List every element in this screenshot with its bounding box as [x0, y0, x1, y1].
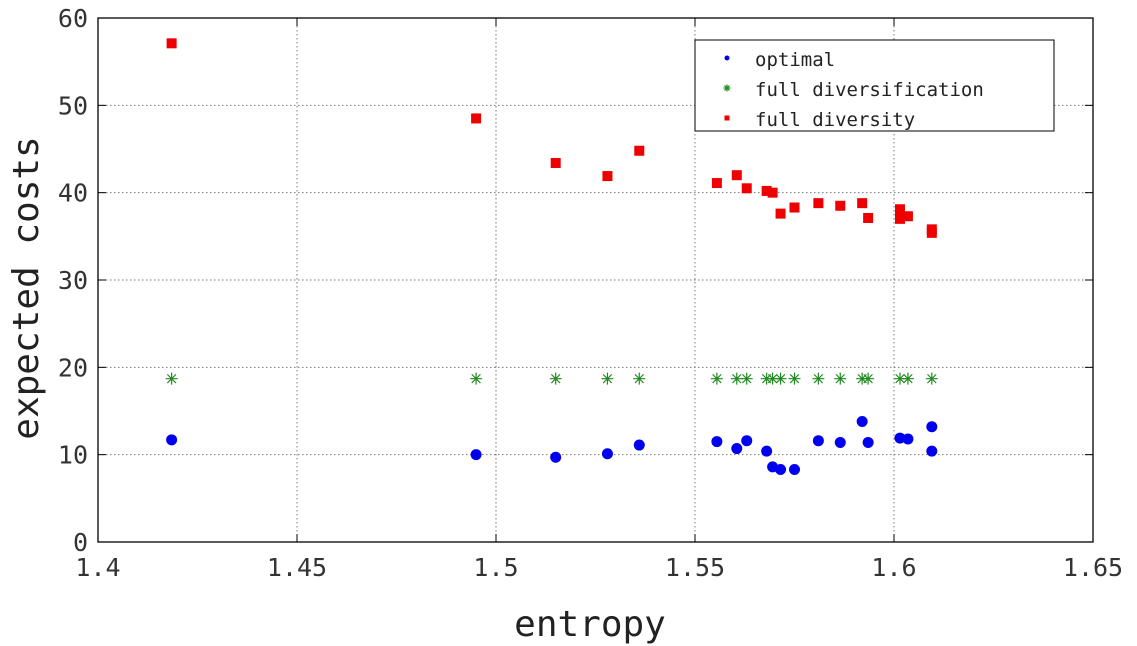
full-diversification-point [774, 372, 787, 385]
full-diversification-point [893, 372, 906, 385]
optimal-point [741, 435, 753, 447]
full-diversity-point [894, 204, 905, 215]
full-diversity-point [634, 145, 645, 156]
optimal-point [601, 448, 613, 460]
x-tick-label: 1.4 [75, 553, 120, 582]
legend-label-full-diversity: full diversity [755, 109, 915, 131]
full-diversity-point [711, 178, 722, 189]
full-diversity-point [166, 38, 177, 49]
y-tick-label: 40 [58, 179, 88, 208]
optimal-point [834, 436, 846, 448]
y-tick-label: 50 [58, 91, 88, 120]
optimal-point [761, 445, 773, 457]
full-diversity-point [767, 187, 778, 198]
x-tick-label: 1.6 [871, 553, 916, 582]
full-diversity-point [471, 113, 482, 124]
optimal-point [470, 449, 482, 461]
full-diversification-point [901, 372, 914, 385]
legend-marker-optimal [724, 55, 730, 61]
full-diversity-point [863, 212, 874, 223]
full-diversity-point [602, 171, 613, 182]
full-diversity-point [731, 170, 742, 181]
y-tick-label: 60 [58, 4, 88, 33]
x-tick-label: 1.5 [473, 553, 518, 582]
full-diversification-point [862, 372, 875, 385]
legend-label-full-diversification: full diversification [755, 79, 984, 101]
legend-marker-full-diversification [723, 84, 731, 92]
full-diversity-point [550, 157, 561, 168]
full-diversification-point [766, 372, 779, 385]
optimal-point [731, 443, 743, 455]
optimal-point [926, 421, 938, 433]
y-tick-label: 0 [73, 528, 88, 557]
optimal-point [926, 445, 938, 457]
optimal-point [902, 433, 914, 445]
optimal-point [894, 432, 906, 444]
full-diversification-point [601, 372, 614, 385]
y-tick-label: 20 [58, 353, 88, 382]
legend-markers [723, 55, 731, 121]
full-diversification-point [812, 372, 825, 385]
optimal-point [812, 435, 824, 447]
x-axis-label: entropy [514, 604, 666, 645]
full-diversification-point [740, 372, 753, 385]
y-tick-labels: 0 10 20 30 40 50 60 [58, 4, 88, 557]
optimal-point [775, 464, 787, 476]
full-diversity-point [761, 185, 772, 196]
legend-box [694, 39, 1055, 132]
optimal-point [862, 436, 874, 448]
optimal-point [856, 415, 868, 427]
full-diversity-point [894, 213, 905, 224]
full-diversification-point [165, 372, 178, 385]
optimal-point [166, 434, 178, 446]
optimal-point [711, 436, 723, 448]
full-diversity-point [789, 202, 800, 213]
y-tick-label: 30 [58, 266, 88, 295]
optimal-point [633, 439, 645, 451]
plot-frame [97, 17, 1094, 543]
full-diversity-point [775, 208, 786, 219]
full-diversity-point [741, 183, 752, 194]
optimal-point [789, 464, 800, 476]
full-diversity-point [813, 198, 824, 209]
legend-marker-full-diversity [724, 115, 730, 121]
y-tick-label: 10 [58, 441, 88, 470]
optimal-point [550, 451, 562, 463]
full-diversity-point [857, 198, 868, 209]
full-diversification-point [549, 372, 562, 385]
full-diversification-point [633, 372, 646, 385]
legend-label-optimal: optimal [755, 49, 835, 71]
full-diversification-point [710, 372, 723, 385]
data-points [165, 38, 938, 476]
x-tick-labels: 1.4 1.45 1.5 1.55 1.6 1.65 [75, 553, 1123, 582]
full-diversification-point [925, 372, 938, 385]
x-tick-label: 1.45 [267, 553, 327, 582]
full-diversification-point [788, 372, 801, 385]
full-diversity-point [835, 200, 846, 211]
x-tick-label: 1.65 [1063, 553, 1123, 582]
y-axis-label: expected costs [6, 136, 47, 439]
x-tick-label: 1.55 [665, 553, 725, 582]
full-diversification-point [730, 372, 743, 385]
legend: optimal full diversification full divers… [694, 39, 1055, 132]
full-diversity-point [926, 227, 937, 238]
full-diversification-point [470, 372, 483, 385]
full-diversity-point [902, 211, 913, 222]
full-diversification-point [834, 372, 847, 385]
